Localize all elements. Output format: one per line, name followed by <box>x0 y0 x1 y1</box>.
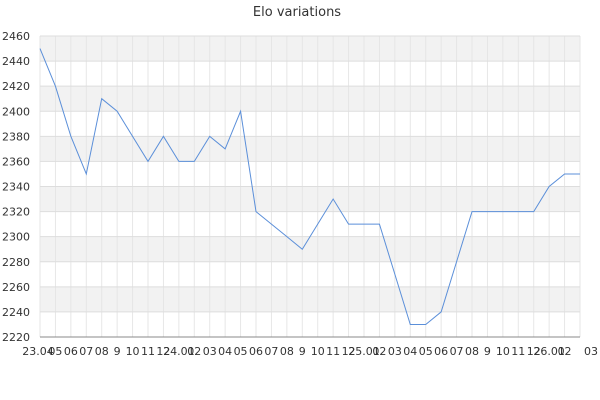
y-tick-label: 2380 <box>2 130 30 143</box>
x-tick-label: 02 <box>372 345 386 358</box>
y-axis-ticks: 2220 2240 2260 2280 2300 2320 2340 2360 2380 2400… <box>2 30 30 344</box>
x-tick-label: 06 <box>64 345 78 358</box>
x-tick-label: 04 <box>218 345 232 358</box>
x-tick-label: 11 <box>141 345 155 358</box>
x-tick-label: 05 <box>234 345 248 358</box>
y-tick-label: 2440 <box>2 55 30 68</box>
x-tick-label: 07 <box>79 345 93 358</box>
x-tick-label: 03 <box>388 345 402 358</box>
x-tick-label: 04 <box>403 345 417 358</box>
plot-band <box>40 136 580 162</box>
x-tick-label: 06 <box>249 345 263 358</box>
x-tick-label: 03 <box>203 345 217 358</box>
x-tick-label: 9 <box>299 345 306 358</box>
plot-band <box>40 86 580 112</box>
x-tick-label: 23.04 <box>22 345 54 358</box>
x-tick-label: 10 <box>311 345 325 358</box>
plot-band <box>40 186 580 212</box>
y-tick-label: 2240 <box>2 306 30 319</box>
y-tick-label: 2320 <box>2 206 30 219</box>
x-tick-label: 25.01 <box>348 345 380 358</box>
plot-bands <box>40 36 580 312</box>
x-tick-label: 05 <box>48 345 62 358</box>
x-tick-label: 12 <box>527 345 541 358</box>
y-tick-label: 2220 <box>2 331 30 344</box>
x-tick-label: 9 <box>484 345 491 358</box>
x-tick-label: 12 <box>342 345 356 358</box>
y-tick-label: 2260 <box>2 281 30 294</box>
x-tick-label: 08 <box>465 345 479 358</box>
x-tick-label: 24.01 <box>163 345 195 358</box>
x-tick-label: 02 <box>187 345 201 358</box>
y-tick-label: 2300 <box>2 231 30 244</box>
x-tick-label: 03 <box>584 345 598 358</box>
x-tick-label: 02 <box>558 345 572 358</box>
x-tick-label: 11 <box>326 345 340 358</box>
plot-band <box>40 286 580 312</box>
x-tick-label: 08 <box>95 345 109 358</box>
x-tick-label: 26.01 <box>533 345 565 358</box>
y-tick-label: 2420 <box>2 80 30 93</box>
x-tick-label: 10 <box>496 345 510 358</box>
x-tick-label: 10 <box>126 345 140 358</box>
x-tick-label: 05 <box>419 345 433 358</box>
plot-band <box>40 36 580 62</box>
x-tick-label: 06 <box>434 345 448 358</box>
plot-band <box>40 236 580 262</box>
y-tick-label: 2400 <box>2 105 30 118</box>
x-tick-label: 07 <box>450 345 464 358</box>
x-tick-label: 08 <box>280 345 294 358</box>
chart-title: Elo variations <box>253 5 341 20</box>
x-tick-label: 9 <box>114 345 121 358</box>
y-tick-label: 2280 <box>2 256 30 269</box>
x-tick-label: 11 <box>511 345 525 358</box>
y-tick-label: 2460 <box>2 30 30 43</box>
y-tick-label: 2340 <box>2 181 30 194</box>
x-tick-label: 07 <box>264 345 278 358</box>
elo-series-line <box>39 48 580 325</box>
x-tick-label: 12 <box>156 345 170 358</box>
y-tick-label: 2360 <box>2 155 30 168</box>
